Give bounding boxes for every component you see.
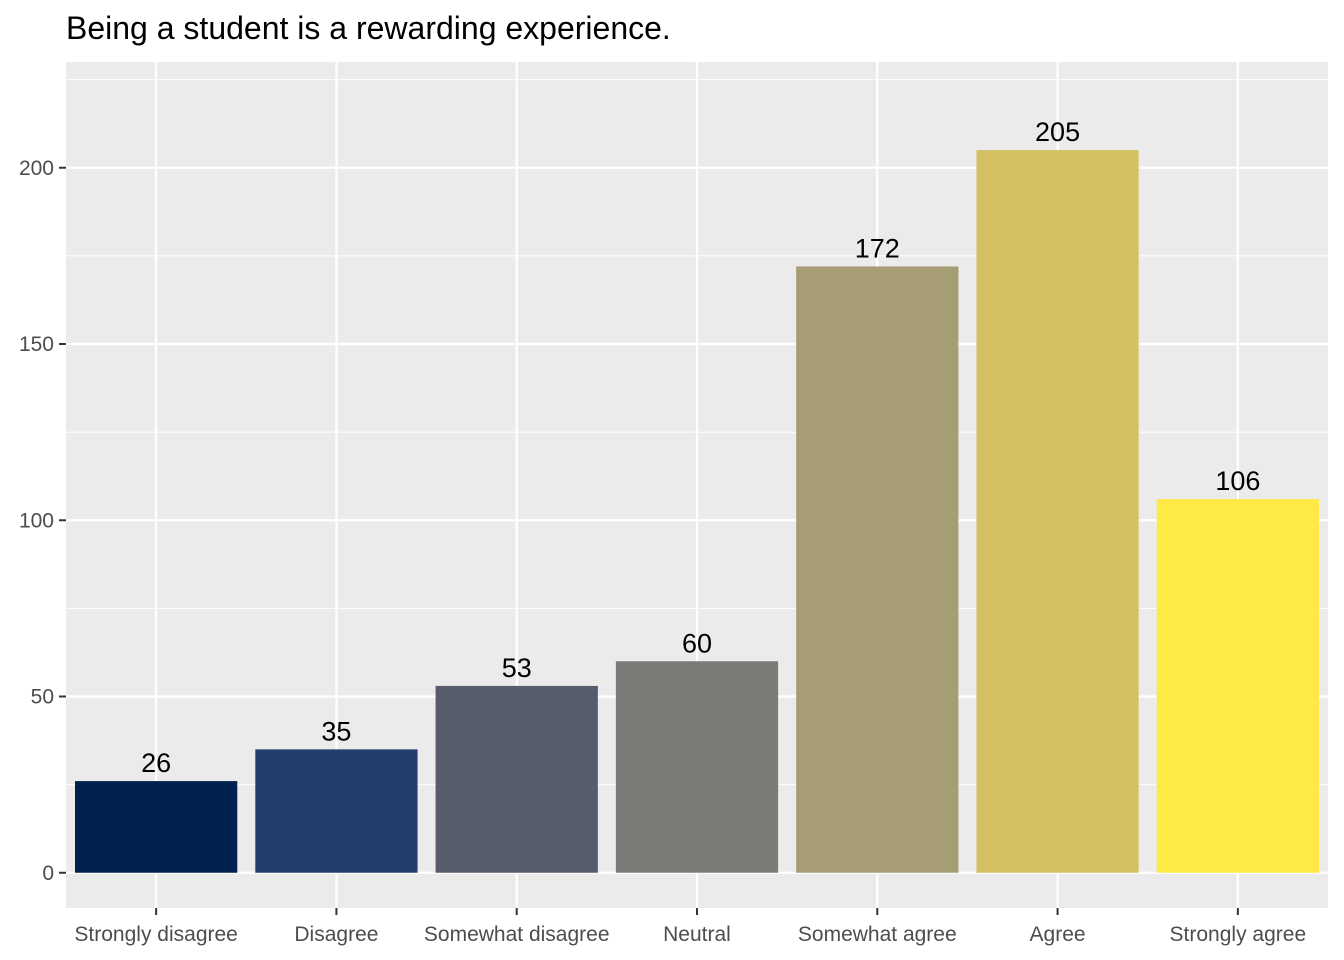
x-tick-label: Strongly agree: [1170, 923, 1307, 946]
x-tick-label: Disagree: [294, 923, 378, 946]
bar: [615, 661, 779, 873]
bar: [435, 685, 598, 873]
x-tick-label: Strongly disagree: [74, 923, 237, 946]
bar: [75, 781, 238, 873]
data-label: 106: [1215, 466, 1260, 496]
y-tick-label: 50: [31, 686, 54, 709]
bar: [796, 266, 959, 873]
data-label: 60: [682, 628, 712, 658]
y-tick-label: 100: [19, 509, 54, 532]
data-label: 53: [502, 653, 532, 683]
x-tick-label: Somewhat agree: [798, 923, 957, 946]
bar: [1156, 499, 1319, 873]
y-tick-label: 150: [19, 333, 54, 356]
bar: [255, 749, 418, 873]
data-label: 35: [321, 716, 351, 746]
data-label: 26: [141, 748, 171, 778]
y-tick-label: 200: [19, 157, 54, 180]
data-label: 205: [1035, 117, 1080, 147]
x-tick-label: Somewhat disagree: [424, 923, 610, 946]
x-tick-label: Agree: [1030, 923, 1086, 946]
bar: [976, 150, 1139, 873]
x-tick-label: Neutral: [663, 923, 731, 946]
y-tick-label: 0: [42, 862, 54, 885]
data-label: 172: [855, 233, 900, 263]
chart-title: Being a student is a rewarding experienc…: [66, 10, 671, 46]
